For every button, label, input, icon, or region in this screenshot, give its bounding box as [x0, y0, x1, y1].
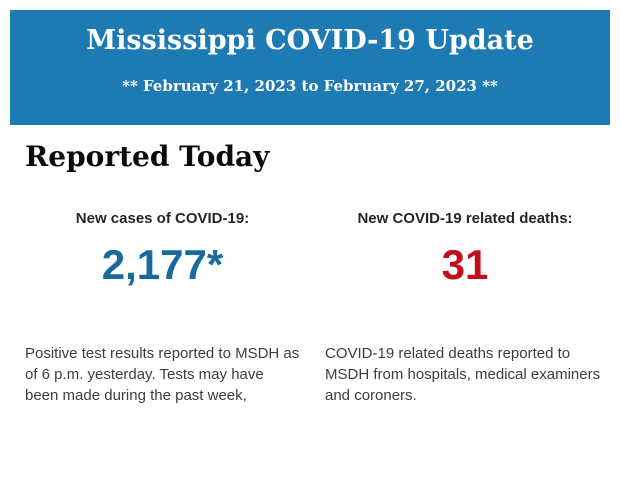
reported-today-heading: Reported Today [25, 140, 270, 173]
new-cases-label: New cases of COVID-19: [75, 210, 250, 227]
new-deaths-description: COVID-19 related deaths reported to MSDH… [325, 345, 601, 404]
new-deaths-label: New COVID-19 related deaths: [357, 210, 573, 227]
update-banner: Mississippi COVID-19 Update ** February … [10, 10, 610, 125]
new-cases-stat: New cases of COVID-19: 2,177* Positive t… [25, 210, 300, 406]
stats-row: New cases of COVID-19: 2,177* Positive t… [0, 210, 620, 406]
banner-title: Mississippi COVID-19 Update [86, 25, 534, 56]
new-cases-value: 2,177* [101, 241, 224, 288]
new-deaths-value: 31 [441, 241, 489, 288]
new-cases-description: Positive test results reported to MSDH a… [25, 345, 300, 404]
new-deaths-stat: New COVID-19 related deaths: 31 COVID-19… [325, 210, 605, 406]
banner-date-range: ** February 21, 2023 to February 27, 202… [122, 77, 498, 95]
